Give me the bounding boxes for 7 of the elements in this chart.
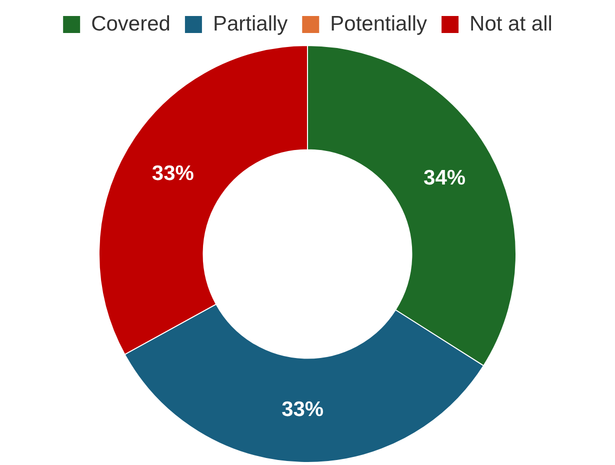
data-label: 33% bbox=[152, 162, 194, 186]
data-label: 33% bbox=[282, 398, 324, 422]
legend-label: Not at all bbox=[470, 12, 552, 36]
legend-label: Partially bbox=[212, 12, 288, 36]
legend-label: Covered bbox=[91, 12, 170, 36]
data-label: 34% bbox=[424, 166, 466, 190]
legend-label: Potentially bbox=[330, 12, 428, 36]
